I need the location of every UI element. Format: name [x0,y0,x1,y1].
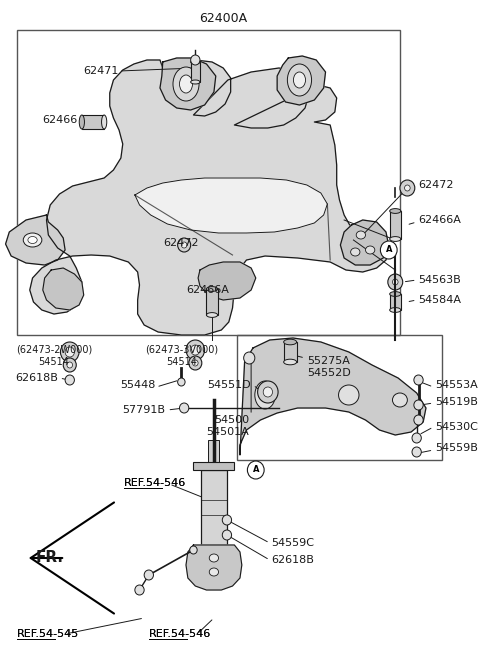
Ellipse shape [206,287,217,291]
Circle shape [222,515,231,525]
Circle shape [186,340,204,360]
Polygon shape [198,262,256,300]
Bar [191,62,200,82]
Ellipse shape [209,554,218,562]
Circle shape [222,530,231,540]
Circle shape [65,375,74,385]
Ellipse shape [79,115,84,129]
Text: REF.54-546: REF.54-546 [149,629,211,639]
Text: 54500
54501A: 54500 54501A [206,415,249,437]
Ellipse shape [173,67,199,101]
Text: FR.: FR. [36,550,63,565]
Text: 62471: 62471 [84,66,119,76]
Polygon shape [43,268,84,310]
Text: 54551D: 54551D [207,380,251,390]
Text: REF.54-545: REF.54-545 [17,629,79,639]
Ellipse shape [338,385,359,405]
Circle shape [65,347,74,357]
Ellipse shape [180,75,192,93]
Text: 54559C: 54559C [272,538,314,548]
Polygon shape [340,220,389,265]
Polygon shape [6,215,65,265]
Text: 62466: 62466 [42,115,77,125]
Circle shape [244,352,255,364]
Bar [201,470,227,545]
Circle shape [63,358,76,372]
Polygon shape [30,60,389,335]
Text: 62618B: 62618B [272,555,314,565]
Text: 62466A: 62466A [419,215,461,225]
Ellipse shape [390,209,401,214]
Text: 62466A: 62466A [186,285,229,295]
Ellipse shape [206,312,217,318]
Circle shape [192,360,198,366]
Polygon shape [186,545,242,590]
Circle shape [412,447,421,457]
Bar [193,462,234,470]
Text: 55448: 55448 [120,380,156,390]
Ellipse shape [191,80,200,84]
Ellipse shape [365,246,375,254]
Text: REF.54-546: REF.54-546 [124,478,186,488]
Text: 57791B: 57791B [122,405,166,415]
Text: 54519B: 54519B [435,397,478,407]
Bar [206,289,217,315]
Text: 54584A: 54584A [419,295,462,305]
Bar [17,30,400,335]
Circle shape [178,378,185,386]
Ellipse shape [356,231,365,239]
Text: (62473-2W000)
54514: (62473-2W000) 54514 [16,345,92,366]
Circle shape [60,342,79,362]
Bar [284,342,297,362]
Circle shape [414,415,423,425]
Ellipse shape [393,393,408,407]
Text: 62618B: 62618B [15,373,58,383]
Text: A: A [252,465,259,474]
Ellipse shape [255,381,276,409]
Ellipse shape [288,64,312,96]
Text: 62400A: 62400A [199,12,247,25]
Bar [237,335,442,460]
Circle shape [412,433,421,443]
Circle shape [191,55,200,65]
Circle shape [135,585,144,595]
Polygon shape [240,338,426,455]
Circle shape [405,185,410,191]
Bar [390,211,401,239]
Ellipse shape [390,237,401,241]
Circle shape [190,546,197,554]
Circle shape [380,241,397,259]
Text: 55275A
54552D: 55275A 54552D [307,356,351,378]
Circle shape [189,356,202,370]
Circle shape [400,180,415,196]
Polygon shape [277,56,325,105]
Text: A: A [385,246,392,254]
Text: 54559B: 54559B [435,443,478,453]
Circle shape [181,242,187,248]
Circle shape [388,274,403,290]
Ellipse shape [350,248,360,256]
Circle shape [67,362,72,368]
Circle shape [178,238,191,252]
Ellipse shape [390,291,401,297]
Text: 62472: 62472 [163,238,198,248]
Text: 54563B: 54563B [419,275,461,285]
Polygon shape [135,178,327,233]
Circle shape [144,570,154,580]
Text: (62473-3V000)
54514: (62473-3V000) 54514 [145,345,218,366]
Text: 54530C: 54530C [435,422,478,432]
Text: 62472: 62472 [419,180,454,190]
Circle shape [191,345,200,355]
Circle shape [258,381,278,403]
Ellipse shape [28,237,37,243]
Ellipse shape [191,60,200,64]
Polygon shape [160,58,216,110]
Ellipse shape [23,233,42,247]
Ellipse shape [209,568,218,576]
Ellipse shape [284,339,297,345]
Text: REF.54-545: REF.54-545 [17,629,79,639]
Ellipse shape [390,308,401,312]
Bar [208,440,219,462]
Circle shape [263,387,273,397]
Bar [390,294,401,310]
